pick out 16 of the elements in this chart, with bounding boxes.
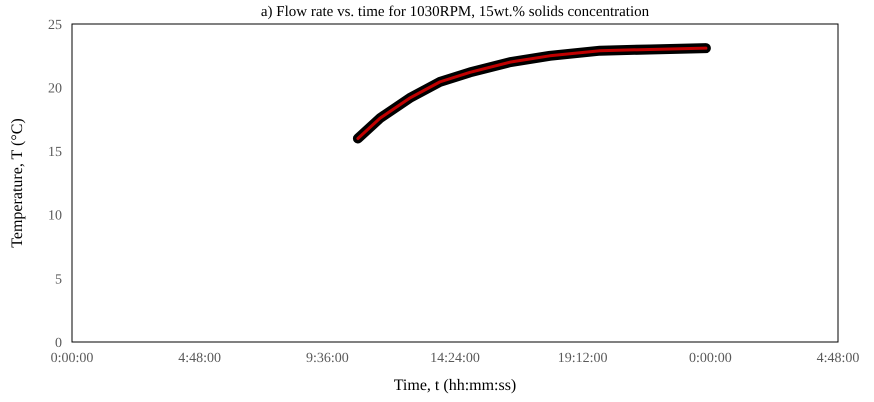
y-tick-label: 20 [48,82,62,96]
chart-title: a) Flow rate vs. time for 1030RPM, 15wt.% solids concentration [260,4,650,20]
x-tick-label: 19:12:00 [558,351,608,366]
y-tick-label: 15 [48,145,62,160]
x-tick-label: 0:00:00 [688,351,732,366]
x-tick-label: 4:48:00 [178,351,222,366]
x-tick-label: 9:36:00 [306,351,349,366]
y-tick-label: 25 [48,18,62,33]
y-tick-label: 5 [55,272,62,288]
x-tick-label: 0:00:00 [50,351,94,366]
y-axis-title: Temperature, T (°C) [9,118,26,248]
x-tick-label: 14:24:00 [430,351,480,366]
x-axis-title: Time, t (hh:mm:ss) [394,377,516,394]
x-tick-label: 4:48:00 [816,351,860,366]
y-tick-label: 10 [48,208,62,224]
y-tick-label: 0 [55,336,62,351]
